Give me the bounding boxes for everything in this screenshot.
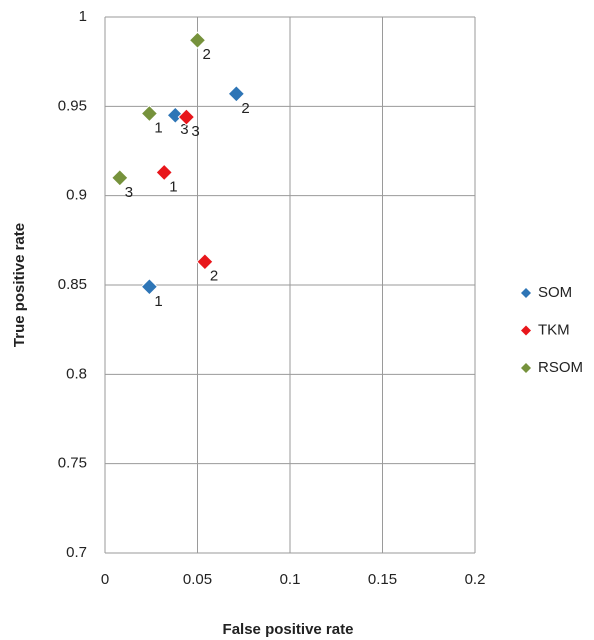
y-tick-label: 0.95 — [58, 97, 87, 114]
y-tick-label: 0.85 — [58, 276, 87, 293]
legend-label: RSOM — [538, 359, 583, 376]
x-tick-label: 0.2 — [465, 571, 486, 588]
legend-marker — [521, 325, 531, 336]
legend-label: TKM — [538, 321, 570, 338]
x-tick-label: 0.05 — [183, 571, 212, 588]
point — [227, 85, 246, 103]
point — [155, 163, 173, 182]
point-label: 1 — [169, 178, 177, 195]
y-tick-label: 0.75 — [58, 455, 87, 472]
legend-marker — [521, 363, 531, 373]
point-label: 1 — [154, 119, 162, 136]
y-tick-label: 0.8 — [66, 365, 87, 382]
legend-marker — [521, 288, 531, 298]
point — [188, 31, 207, 49]
x-axis-title: False positive rate — [223, 621, 354, 638]
legend-label: SOM — [538, 284, 572, 301]
y-tick-label: 0.9 — [66, 187, 87, 204]
point — [111, 169, 129, 187]
point — [166, 106, 185, 124]
x-tick-label: 0.1 — [280, 571, 301, 588]
point — [177, 108, 196, 126]
point-label: 2 — [210, 268, 218, 285]
point-label: 1 — [154, 293, 162, 310]
x-tick-label: 0.15 — [368, 571, 397, 588]
point — [140, 278, 159, 296]
point-label: 3 — [180, 121, 188, 138]
y-tick-label: 0.7 — [66, 544, 87, 561]
point — [140, 104, 159, 123]
point-label: 3 — [125, 184, 133, 201]
point-label: 3 — [191, 123, 199, 140]
point-label: 2 — [203, 46, 211, 63]
point — [196, 253, 214, 271]
point-label: 2 — [241, 100, 249, 117]
y-tick-label: 1 — [79, 8, 87, 25]
x-tick-label: 0 — [101, 571, 109, 588]
y-axis-title: True positive rate — [11, 223, 28, 347]
